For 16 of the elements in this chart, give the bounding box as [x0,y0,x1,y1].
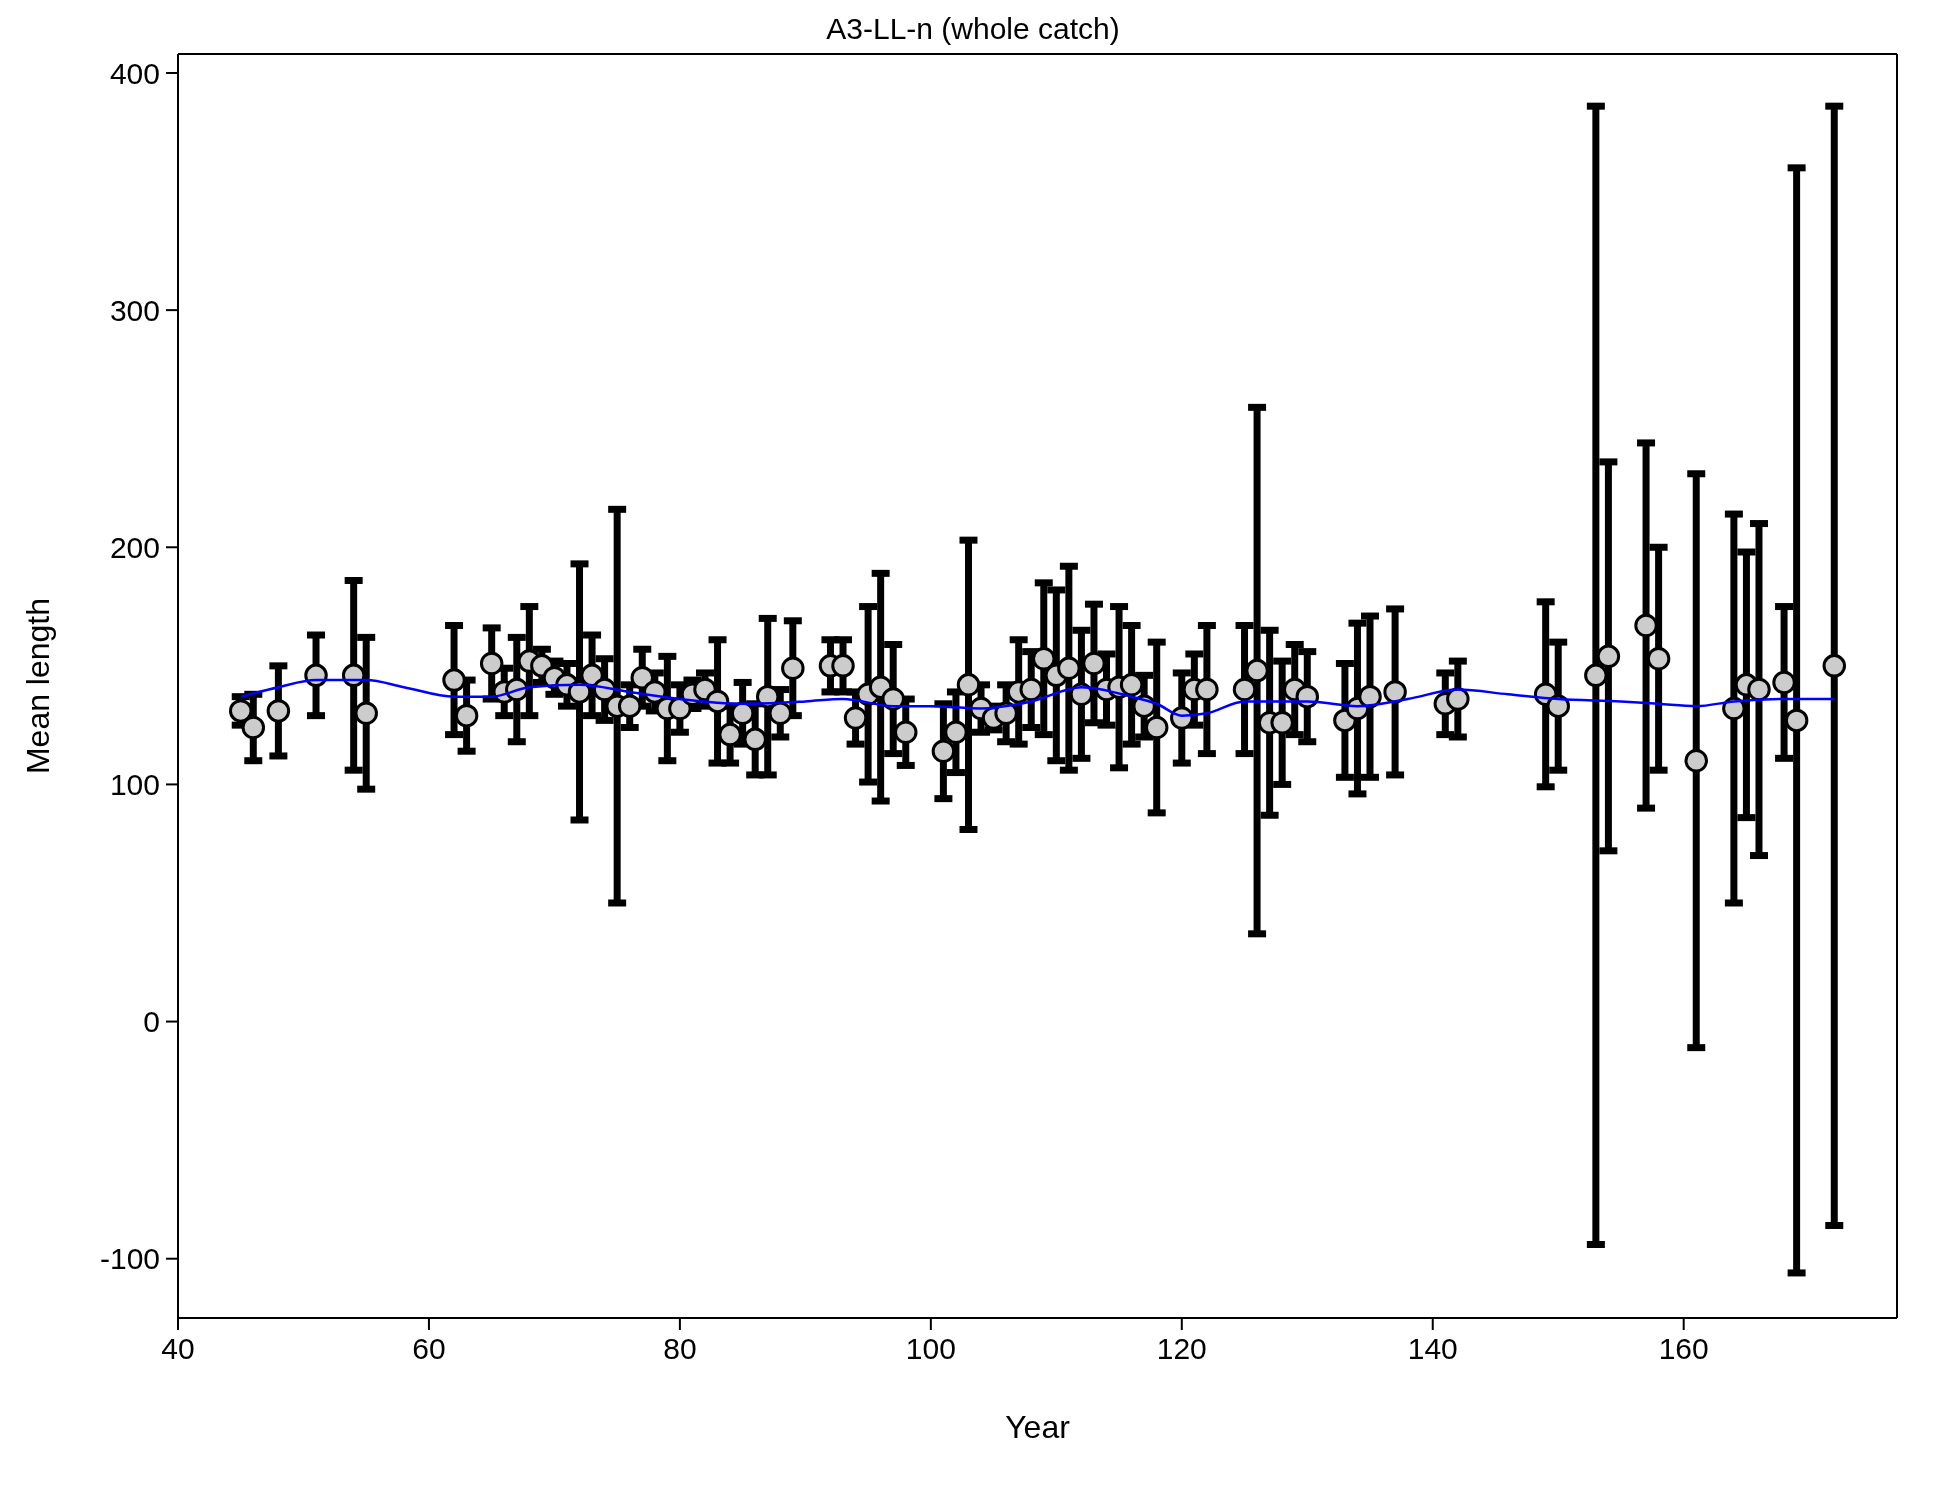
chart-title: A3-LL-n (whole catch) [825,12,1121,46]
x-tick-label: 40 [161,1332,195,1366]
y-tick-label: 100 [109,768,160,802]
x-tick-label: 60 [412,1332,446,1366]
x-axis-title: Year [1005,1409,1071,1445]
x-tick-label: 140 [1407,1332,1458,1366]
y-tick-label: -100 [99,1242,160,1276]
x-tick-label: 100 [905,1332,956,1366]
x-tick-label: 160 [1658,1332,1709,1366]
y-tick-label: 0 [143,1005,160,1039]
x-tick-label: 80 [663,1332,697,1366]
y-tick-label: 400 [109,56,160,90]
y-tick-label: 300 [109,293,160,327]
y-axis-title: Mean length [20,597,57,775]
y-tick-label: 200 [109,530,160,564]
x-tick-label: 120 [1156,1332,1207,1366]
